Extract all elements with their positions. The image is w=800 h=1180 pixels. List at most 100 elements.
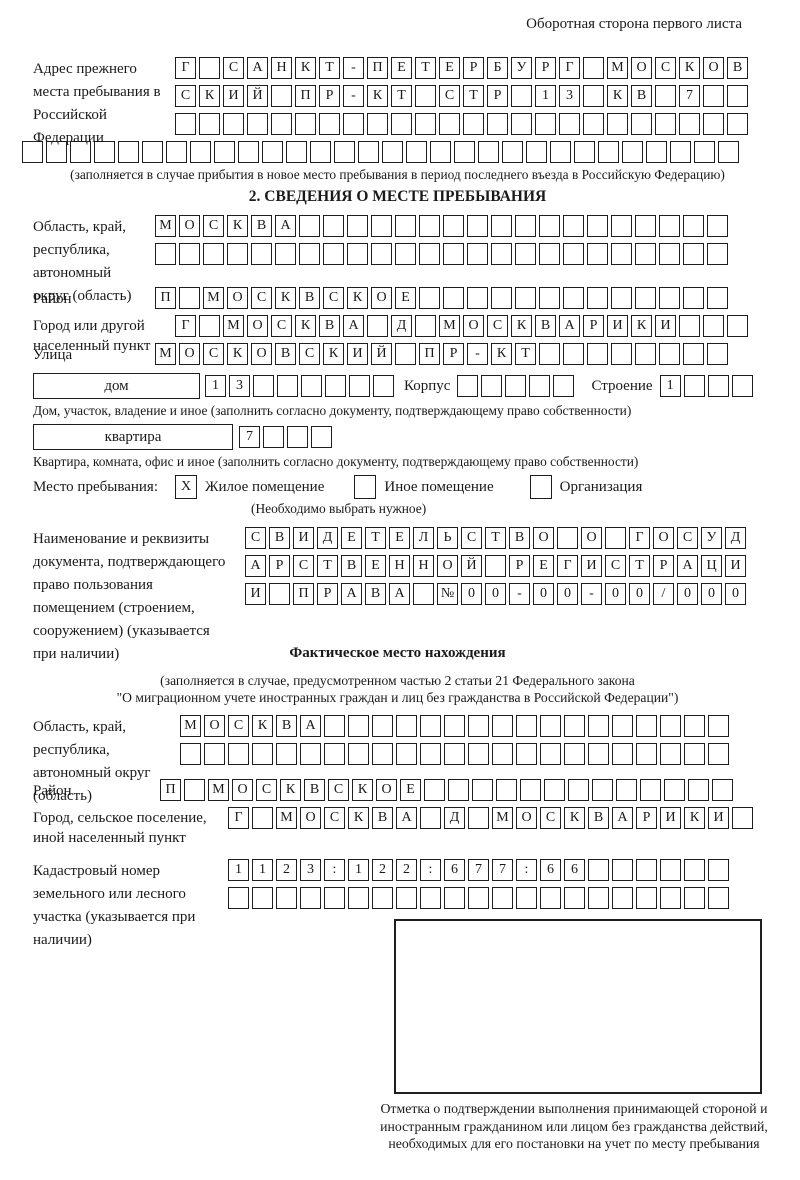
char-box[interactable]: Й: [371, 343, 392, 365]
char-box[interactable]: 7: [239, 426, 260, 448]
char-box[interactable]: [347, 215, 368, 237]
char-box[interactable]: В: [631, 85, 652, 107]
char-box[interactable]: [323, 243, 344, 265]
char-box[interactable]: [598, 141, 619, 163]
char-box[interactable]: К: [511, 315, 532, 337]
char-box[interactable]: Е: [341, 527, 362, 549]
char-box[interactable]: А: [245, 555, 266, 577]
char-box[interactable]: [635, 287, 656, 309]
char-box[interactable]: К: [227, 215, 248, 237]
char-box[interactable]: [660, 887, 681, 909]
char-box[interactable]: Д: [317, 527, 338, 549]
char-box[interactable]: [670, 141, 691, 163]
char-box[interactable]: Е: [533, 555, 554, 577]
char-box[interactable]: С: [461, 527, 482, 549]
char-box[interactable]: Р: [636, 807, 657, 829]
char-box[interactable]: [660, 743, 681, 765]
char-box[interactable]: [415, 315, 436, 337]
char-box[interactable]: К: [679, 57, 700, 79]
char-box[interactable]: 7: [679, 85, 700, 107]
char-box[interactable]: [419, 243, 440, 265]
char-box[interactable]: [227, 243, 248, 265]
char-box[interactable]: Р: [509, 555, 530, 577]
char-box[interactable]: [275, 243, 296, 265]
char-box[interactable]: [223, 113, 244, 135]
other-premise-checkbox[interactable]: [354, 475, 377, 499]
char-box[interactable]: 7: [492, 859, 513, 881]
char-box[interactable]: [707, 215, 728, 237]
char-box[interactable]: [277, 375, 298, 397]
char-box[interactable]: [22, 141, 43, 163]
char-box[interactable]: [718, 141, 739, 163]
char-box[interactable]: [269, 583, 290, 605]
organization-checkbox[interactable]: [529, 475, 552, 499]
char-box[interactable]: [419, 215, 440, 237]
char-box[interactable]: [539, 287, 560, 309]
char-box[interactable]: О: [376, 779, 397, 801]
char-box[interactable]: С: [271, 315, 292, 337]
char-box[interactable]: [179, 243, 200, 265]
char-box[interactable]: Л: [413, 527, 434, 549]
char-box[interactable]: А: [396, 807, 417, 829]
char-box[interactable]: У: [511, 57, 532, 79]
char-box[interactable]: [286, 141, 307, 163]
char-box[interactable]: [444, 887, 465, 909]
char-box[interactable]: [439, 113, 460, 135]
char-box[interactable]: [396, 715, 417, 737]
char-box[interactable]: [420, 807, 441, 829]
char-box[interactable]: [491, 215, 512, 237]
char-box[interactable]: [679, 113, 700, 135]
char-box[interactable]: [300, 743, 321, 765]
char-box[interactable]: [516, 743, 537, 765]
char-box[interactable]: [319, 113, 340, 135]
char-box[interactable]: [252, 743, 273, 765]
char-box[interactable]: П: [367, 57, 388, 79]
char-box[interactable]: [727, 315, 748, 337]
char-box[interactable]: 0: [629, 583, 650, 605]
char-box[interactable]: [703, 85, 724, 107]
char-box[interactable]: [443, 287, 464, 309]
char-box[interactable]: [468, 715, 489, 737]
char-box[interactable]: В: [372, 807, 393, 829]
char-box[interactable]: [118, 141, 139, 163]
char-box[interactable]: [588, 859, 609, 881]
char-box[interactable]: [372, 743, 393, 765]
char-box[interactable]: [420, 743, 441, 765]
char-box[interactable]: [271, 113, 292, 135]
char-box[interactable]: С: [605, 555, 626, 577]
char-box[interactable]: [583, 113, 604, 135]
char-box[interactable]: 3: [559, 85, 580, 107]
char-box[interactable]: [324, 715, 345, 737]
char-box[interactable]: [444, 743, 465, 765]
char-box[interactable]: К: [323, 343, 344, 365]
char-box[interactable]: С: [439, 85, 460, 107]
char-box[interactable]: Й: [247, 85, 268, 107]
char-box[interactable]: А: [389, 583, 410, 605]
char-box[interactable]: [492, 743, 513, 765]
char-box[interactable]: С: [323, 287, 344, 309]
char-box[interactable]: [262, 141, 283, 163]
char-box[interactable]: [487, 113, 508, 135]
char-box[interactable]: М: [607, 57, 628, 79]
char-box[interactable]: [367, 315, 388, 337]
char-box[interactable]: [395, 215, 416, 237]
char-box[interactable]: [472, 779, 493, 801]
char-box[interactable]: [588, 743, 609, 765]
char-box[interactable]: [559, 113, 580, 135]
char-box[interactable]: С: [228, 715, 249, 737]
char-box[interactable]: [70, 141, 91, 163]
char-box[interactable]: [301, 375, 322, 397]
char-box[interactable]: А: [343, 315, 364, 337]
char-box[interactable]: [485, 555, 506, 577]
char-box[interactable]: О: [581, 527, 602, 549]
char-box[interactable]: [564, 715, 585, 737]
char-box[interactable]: В: [304, 779, 325, 801]
char-box[interactable]: [349, 375, 370, 397]
char-box[interactable]: [372, 887, 393, 909]
char-box[interactable]: Й: [461, 555, 482, 577]
char-box[interactable]: [310, 141, 331, 163]
char-box[interactable]: М: [223, 315, 244, 337]
char-box[interactable]: [592, 779, 613, 801]
char-box[interactable]: [535, 113, 556, 135]
char-box[interactable]: [612, 859, 633, 881]
